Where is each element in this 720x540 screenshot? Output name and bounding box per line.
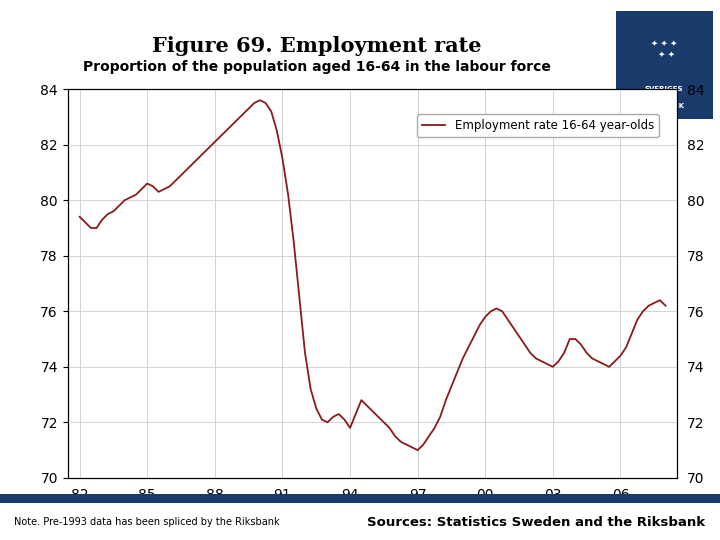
Text: Proportion of the population aged 16-64 in the labour force: Proportion of the population aged 16-64 … (83, 60, 551, 75)
Text: RIKSBANK: RIKSBANK (644, 103, 684, 109)
Text: ✦ ✦ ✦
  ✦ ✦: ✦ ✦ ✦ ✦ ✦ (651, 39, 678, 58)
Text: SVERIGES: SVERIGES (645, 85, 683, 92)
Text: Sources: Statistics Sweden and the Riksbank: Sources: Statistics Sweden and the Riksb… (367, 516, 706, 529)
Legend: Employment rate 16-64 year-olds: Employment rate 16-64 year-olds (417, 114, 659, 137)
Text: Note. Pre-1993 data has been spliced by the Riksbank: Note. Pre-1993 data has been spliced by … (14, 517, 280, 527)
Text: Figure 69. Employment rate: Figure 69. Employment rate (152, 36, 482, 56)
